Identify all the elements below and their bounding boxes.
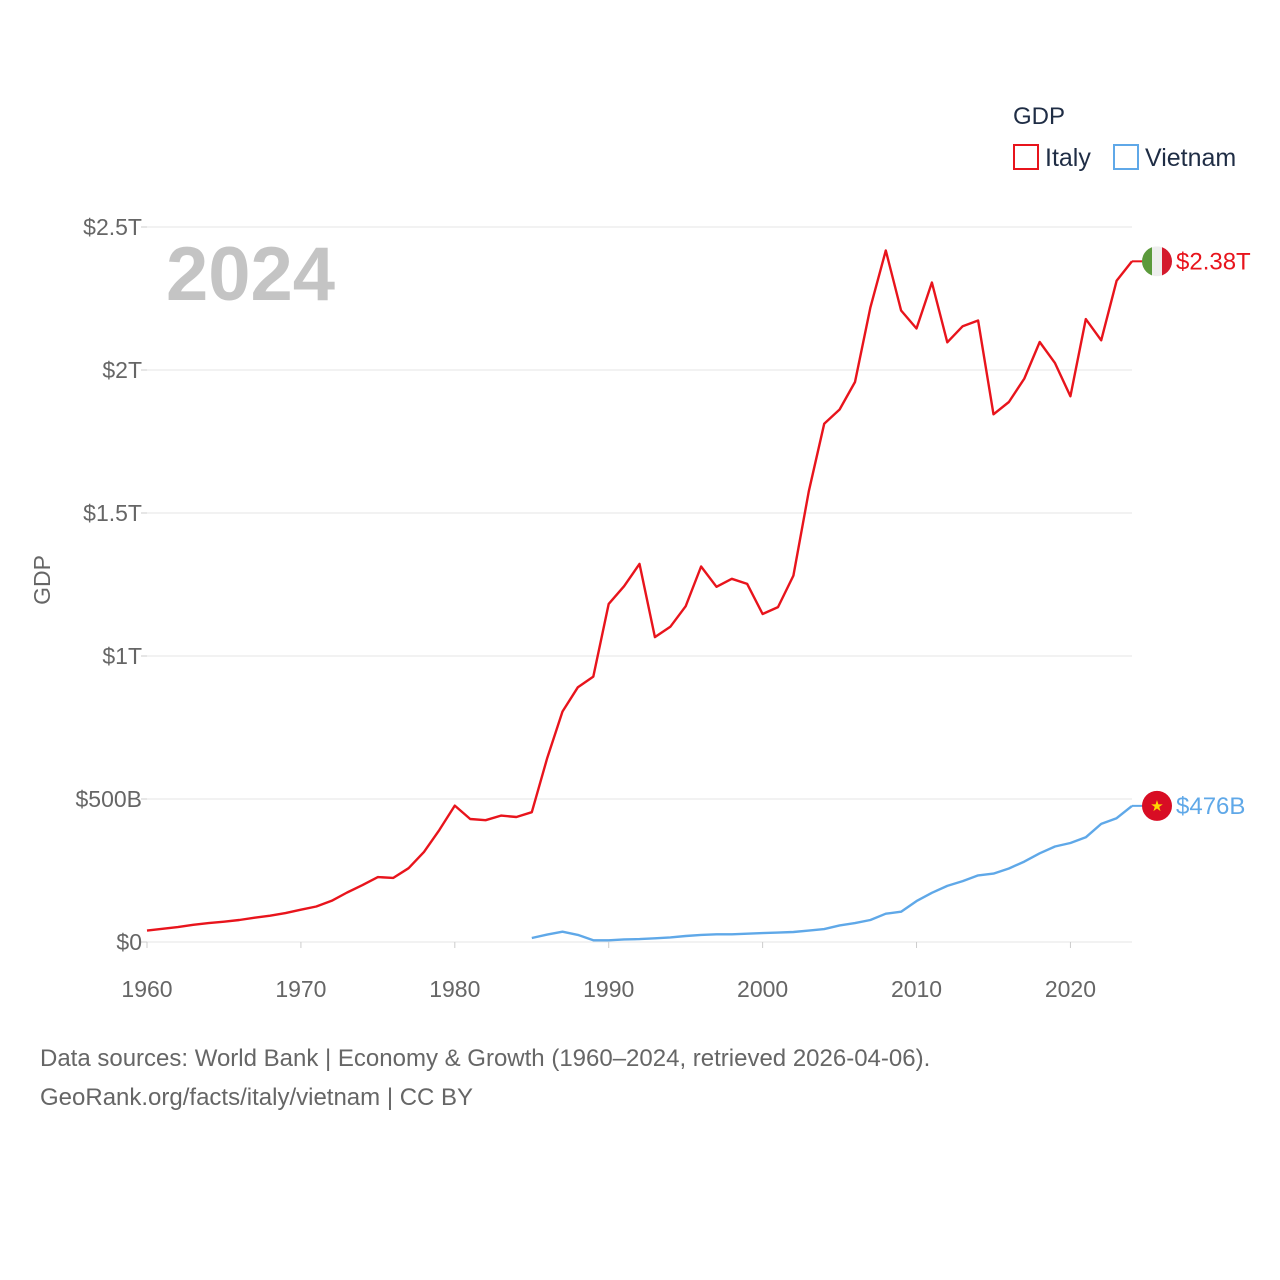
y-axis-title: GDP	[29, 555, 55, 605]
current-year-label: 2024	[166, 232, 335, 317]
svg-text:★: ★	[1150, 797, 1163, 815]
legend-swatch-vietnam	[1113, 144, 1139, 170]
x-axis-ticks: 1960 1970 1980 1990 2000 2010 2020	[121, 942, 1096, 1002]
legend-label-vietnam: Vietnam	[1145, 144, 1236, 172]
series-line-vietnam[interactable]	[531, 804, 1133, 942]
y-tick-label: $2T	[102, 357, 142, 383]
gridlines	[147, 226, 1132, 943]
x-tick-label: 1990	[583, 976, 634, 1002]
y-tick-label: $1T	[102, 643, 142, 669]
series-line-italy[interactable]	[146, 249, 1133, 932]
y-tick-label: $2.5T	[83, 214, 142, 240]
legend-item-italy[interactable]: Italy	[1013, 144, 1091, 172]
end-value-label-vietnam: $476B	[1176, 793, 1245, 820]
x-tick-label: 1970	[275, 976, 326, 1002]
x-tick-label: 1960	[121, 976, 172, 1002]
legend-title: GDP	[1013, 103, 1065, 130]
legend-item-vietnam[interactable]: Vietnam	[1113, 144, 1236, 172]
x-tick-label: 2000	[737, 976, 788, 1002]
legend-swatch-italy	[1013, 144, 1039, 170]
y-tick-label: $0	[116, 929, 142, 955]
footer-attribution[interactable]: GeoRank.org/facts/italy/vietnam | CC BY	[40, 1084, 474, 1111]
legend[interactable]: GDP Italy Vietnam	[1013, 103, 1236, 172]
x-tick-label: 2010	[891, 976, 942, 1002]
legend-label-italy: Italy	[1045, 144, 1091, 172]
x-tick-label: 1980	[429, 976, 480, 1002]
y-axis-ticks: $0 $500B $1T $1.5T $2T $2.5T	[75, 214, 147, 955]
y-tick-label: $1.5T	[83, 500, 142, 526]
footer-sources: Data sources: World Bank | Economy & Gro…	[40, 1045, 931, 1072]
vietnam-flag-icon: ★	[1142, 790, 1172, 821]
series-lines: $2.38T ★ $476B	[146, 246, 1251, 942]
end-value-label-italy: $2.38T	[1176, 248, 1251, 275]
x-tick-label: 2020	[1045, 976, 1096, 1002]
y-tick-label: $500B	[75, 786, 142, 812]
italy-flag-icon	[1142, 246, 1172, 277]
